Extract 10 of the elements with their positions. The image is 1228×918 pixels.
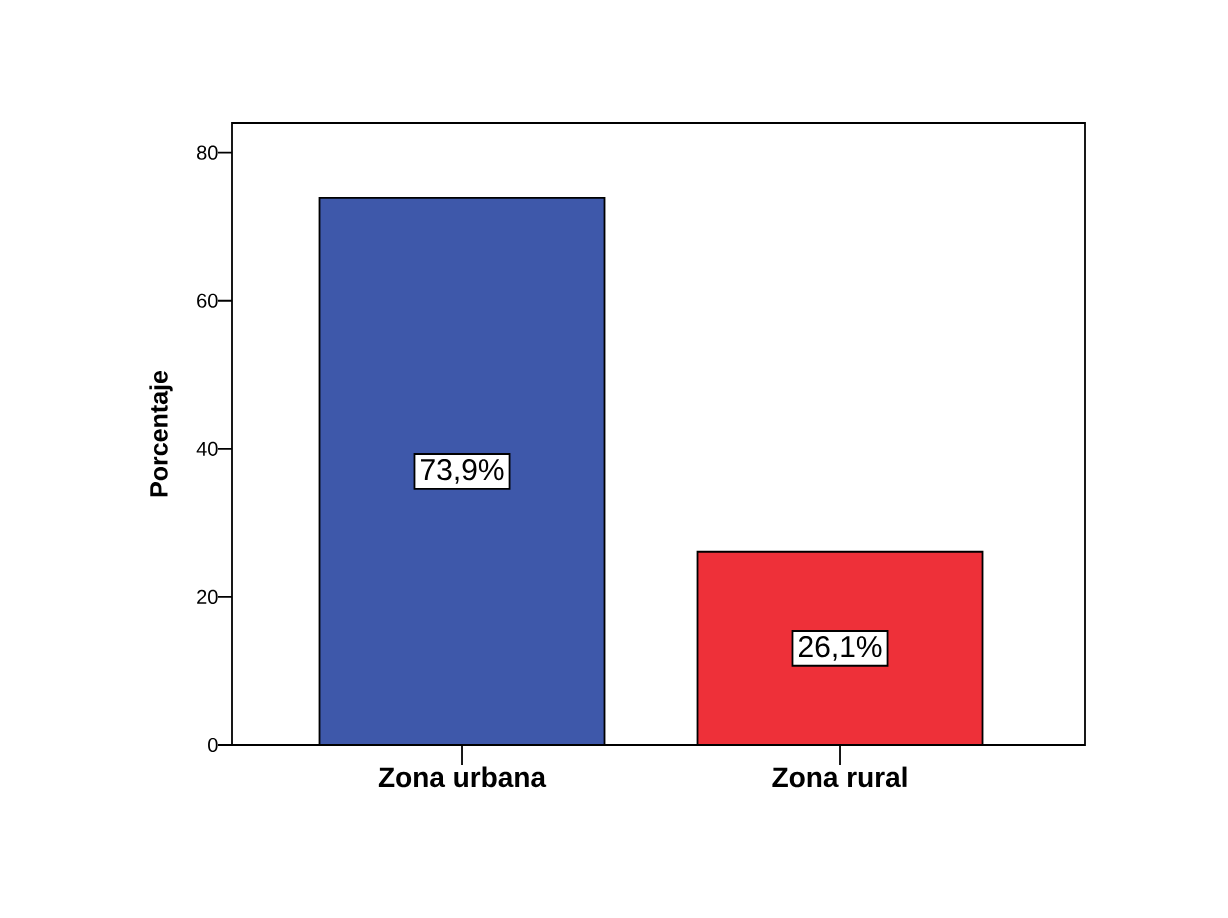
y-tick-label: 80 [197, 145, 218, 160]
y-tick-label: 0 [208, 737, 218, 753]
y-tick-label: 40 [196, 441, 218, 456]
x-tick-label: Zona urbana [378, 766, 547, 788]
data-label: 73,9% [421, 459, 504, 484]
y-tick-label: 20 [197, 589, 218, 604]
y-tick-label: 60 [197, 293, 218, 308]
data-label: 26,1% [798, 635, 882, 661]
y-axis-title: Porcentaje [149, 370, 173, 497]
x-tick-label: Zona rural [772, 766, 907, 788]
